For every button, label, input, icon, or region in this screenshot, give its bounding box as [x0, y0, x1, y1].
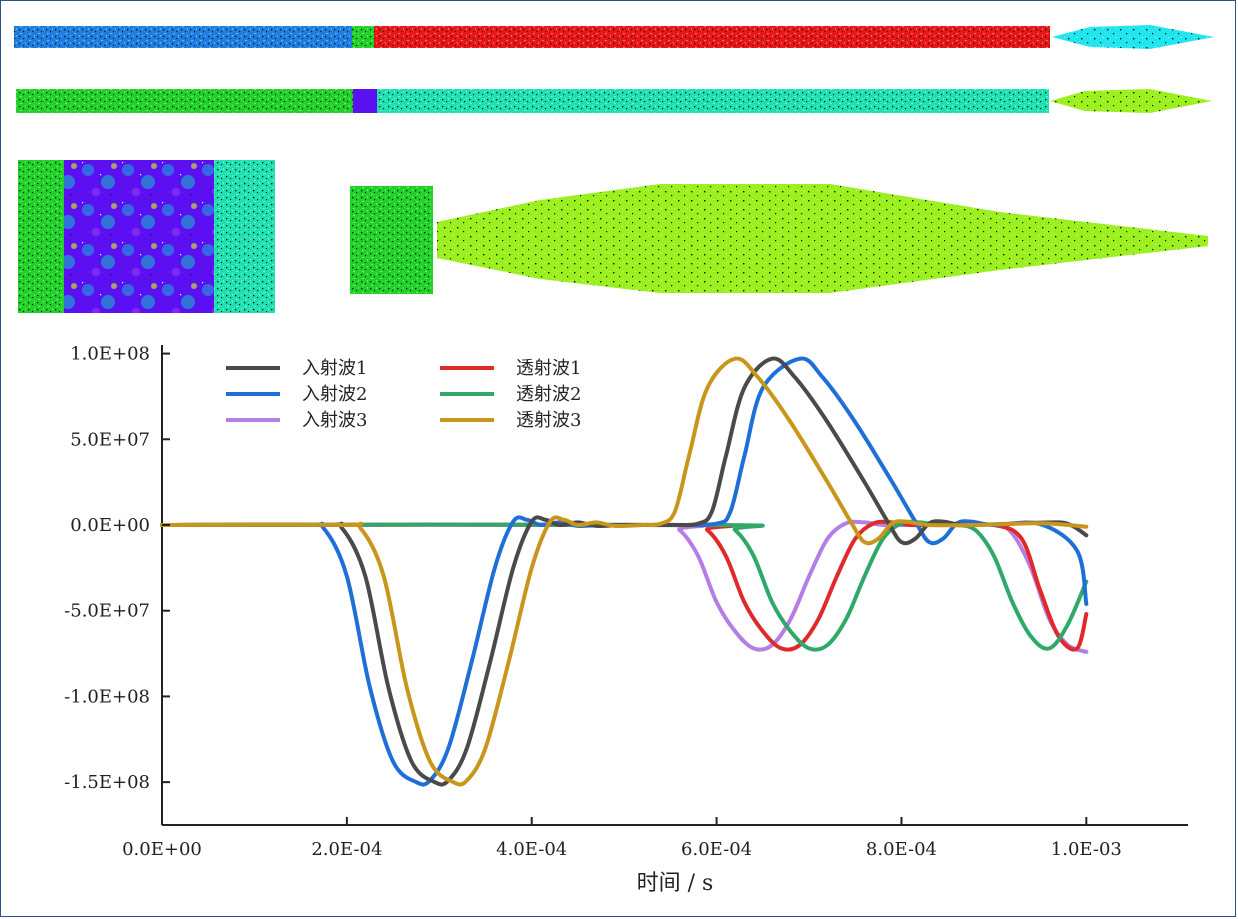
- y-tick-label: -1.5E+08: [64, 772, 150, 793]
- y-tick-label: -5.0E+07: [64, 601, 150, 622]
- y-tick-label: 1.0E+08: [70, 344, 150, 365]
- legend: 入射波1 入射波2 入射波3 透射波1 透射波2 透射波3: [226, 358, 581, 431]
- x-tick-label: 2.0E-04: [311, 839, 382, 860]
- stress-wave-chart: 0.0E+00 2.0E-04 4.0E-04 6.0E-04 8.0E-04 1.0E-…: [64, 344, 1188, 896]
- series-line-1: [160, 356, 1089, 787]
- y-tick-label: -1.0E+08: [64, 686, 150, 707]
- y-tick-label: 0.0E+00: [70, 515, 150, 536]
- legend-label: 透射波2: [516, 384, 581, 405]
- zoom-sample: [64, 160, 214, 313]
- x-tick-label: 4.0E-04: [496, 839, 567, 860]
- sample-2: [353, 89, 377, 113]
- x-tick-label: 1.0E-03: [1051, 839, 1122, 860]
- legend-label: 入射波2: [302, 384, 367, 405]
- series-line-2: [160, 356, 1089, 787]
- x-tick-label: 6.0E-04: [681, 839, 752, 860]
- x-tick-label: 0.0E+00: [122, 839, 202, 860]
- legend-label: 入射波3: [302, 410, 367, 431]
- series-line-6: [160, 356, 1089, 787]
- specimen-row-2: [16, 89, 1212, 113]
- legend-label: 透射波3: [516, 410, 581, 431]
- series-line-4: [160, 519, 1089, 652]
- y-tick-label: 5.0E+07: [70, 429, 150, 450]
- x-axis-title: 时间 / s: [637, 871, 714, 896]
- specimen-row-3: [18, 160, 1208, 313]
- x-tick-label: 8.0E-04: [866, 839, 937, 860]
- series-line-3: [160, 519, 1089, 654]
- legend-label: 入射波1: [302, 358, 367, 379]
- series-line-5: [160, 519, 1089, 652]
- specimen-row-1: [14, 25, 1214, 49]
- legend-label: 透射波1: [516, 358, 581, 379]
